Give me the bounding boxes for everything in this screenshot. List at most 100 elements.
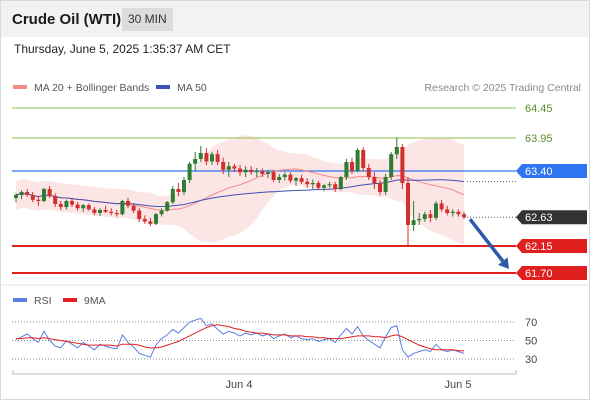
candle-body-11 [75, 204, 80, 209]
candle-36 [215, 150, 220, 165]
x-tick-1: Jun 5 [445, 379, 472, 391]
candle-18 [114, 210, 119, 217]
candle-body-80 [462, 214, 466, 218]
candle-body-13 [86, 205, 91, 210]
candle-65 [378, 180, 382, 195]
candle-body-32 [193, 159, 198, 164]
candle-47 [277, 174, 282, 183]
candle-22 [137, 208, 142, 222]
rsi-legend-label-0: RSI [34, 295, 52, 307]
candle-44 [260, 168, 265, 177]
candle-body-68 [394, 147, 399, 155]
candle-72 [417, 213, 422, 225]
forecast-arrow-head [498, 257, 509, 269]
candle-7 [53, 193, 58, 207]
candle-15 [98, 208, 102, 216]
candle-body-58 [338, 177, 343, 189]
timeframe-button[interactable]: 30 MIN [122, 8, 173, 31]
candle-body-18 [114, 213, 119, 215]
candle-body-12 [81, 205, 86, 209]
candle-body-47 [277, 177, 282, 180]
candle-body-71 [411, 220, 416, 225]
candle-21 [131, 204, 136, 213]
candle-78 [450, 209, 455, 217]
candle-49 [288, 172, 293, 183]
candle-body-34 [204, 153, 209, 162]
candle-77 [445, 205, 450, 216]
rsi-legend: RSI 9MA [13, 295, 106, 307]
level-62-15-label: 62.15 [525, 241, 553, 253]
level-61-70-badge [516, 266, 587, 280]
candle-19 [120, 199, 125, 216]
candle-body-44 [260, 171, 265, 174]
candle-33 [198, 145, 203, 162]
candle-body-16 [103, 210, 108, 212]
rsi-series-9MA [16, 324, 464, 352]
candle-37 [221, 157, 226, 174]
candle-body-49 [288, 174, 293, 181]
header-bar: Crude Oil (WTI) 30 MIN [1, 1, 589, 37]
candle-body-53 [310, 183, 315, 185]
candle-68 [394, 137, 399, 159]
candle-2 [25, 189, 30, 197]
candle-body-4 [36, 199, 41, 201]
level-62-15-badge [516, 239, 587, 253]
candle-17 [109, 208, 114, 216]
candle-body-17 [109, 211, 114, 213]
candle-5 [42, 187, 46, 203]
candle-63 [366, 163, 371, 180]
candle-42 [249, 166, 254, 175]
level-63-95-label: 63.95 [525, 133, 553, 145]
candle-71 [411, 201, 416, 231]
candle-body-37 [221, 162, 226, 170]
candle-body-69 [400, 147, 405, 183]
x-tick-0: Jun 4 [226, 379, 253, 391]
candle-body-40 [238, 168, 242, 173]
candle-body-74 [428, 214, 433, 218]
candle-59 [344, 159, 349, 180]
candle-8 [58, 201, 63, 210]
rsi-tick-70: 70 [525, 317, 537, 329]
candle-75 [434, 201, 438, 221]
rsi-series-RSI [15, 317, 465, 358]
rsi-legend-label-1: 9MA [84, 295, 106, 307]
rsi-panel: 70 50 30 [12, 317, 537, 366]
candle-31 [187, 162, 192, 183]
candle-body-10 [70, 201, 74, 205]
candle-body-0 [14, 195, 18, 198]
x-axis-line [12, 370, 517, 375]
candle-32 [193, 151, 198, 171]
candle-body-52 [305, 181, 310, 185]
level-64-45-label: 64.45 [525, 103, 553, 115]
candle-56 [327, 181, 332, 188]
candle-76 [439, 199, 444, 212]
candle-58 [338, 175, 343, 191]
candle-body-28 [170, 189, 175, 203]
candle-body-59 [344, 162, 349, 177]
rsi-legend-swatch-1 [63, 298, 77, 302]
candle-body-62 [361, 150, 366, 168]
candle-70 [406, 177, 410, 246]
ma50-line [15, 179, 465, 208]
candle-48 [282, 172, 287, 181]
candle-body-55 [322, 185, 326, 188]
price-legend: MA 20 + Bollinger Bands MA 50 [13, 82, 207, 94]
candle-body-9 [64, 201, 69, 207]
candle-3 [30, 192, 35, 203]
timestamp: Thursday, June 5, 2025 1:35:37 AM CET [14, 42, 231, 56]
forecast [468, 218, 509, 269]
x-axis: Jun 4 Jun 5 [12, 370, 517, 391]
candle-body-60 [350, 162, 354, 171]
candle-body-8 [58, 204, 63, 207]
candle-body-50 [294, 178, 298, 181]
candle-body-51 [299, 178, 304, 182]
candle-body-77 [445, 209, 450, 213]
candle-body-23 [142, 219, 147, 222]
candle-0 [14, 193, 18, 203]
candle-body-73 [422, 214, 427, 219]
candle-body-14 [92, 209, 97, 213]
candle-30 [182, 177, 186, 195]
candle-10 [70, 198, 74, 207]
candle-66 [383, 174, 388, 195]
candle-55 [322, 184, 326, 192]
